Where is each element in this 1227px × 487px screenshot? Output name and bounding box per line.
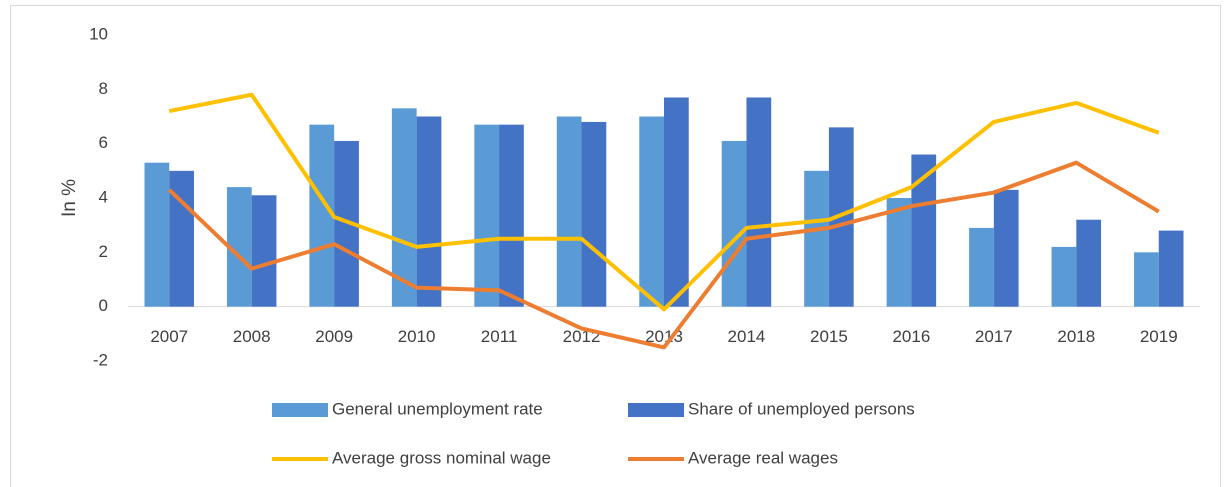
x-tick-label: 2018 xyxy=(1057,327,1095,346)
y-tick-label: 10 xyxy=(89,24,108,43)
x-tick-label: 2010 xyxy=(398,327,436,346)
x-tick-label: 2019 xyxy=(1140,327,1178,346)
bar xyxy=(746,97,772,307)
y-tick-label: 0 xyxy=(99,296,108,315)
x-tick-label: 2017 xyxy=(975,327,1013,346)
x-tick-label: 2011 xyxy=(481,327,518,346)
bar xyxy=(639,116,664,307)
bar xyxy=(993,189,1019,307)
x-tick-label: 2014 xyxy=(728,327,766,346)
bar xyxy=(1051,246,1077,307)
y-tick-label: 6 xyxy=(99,133,108,152)
bar xyxy=(474,124,500,307)
bar xyxy=(144,162,170,307)
bar xyxy=(416,116,442,307)
bar xyxy=(251,195,277,307)
x-tick-label: 2015 xyxy=(810,327,848,346)
y-tick-label: 8 xyxy=(99,79,108,98)
y-tick-label: 2 xyxy=(99,242,108,261)
legend-label: Average gross nominal wage xyxy=(332,448,551,467)
bar xyxy=(581,121,607,307)
x-tick-label: 2016 xyxy=(892,327,930,346)
bar xyxy=(664,97,689,307)
legend-label: Average real wages xyxy=(688,448,838,467)
chart-border xyxy=(10,5,1221,487)
line xyxy=(168,92,1160,312)
y-tick-label: 4 xyxy=(99,187,108,206)
y-axis-label: In % xyxy=(59,179,80,217)
x-tick-label: 2009 xyxy=(315,327,353,346)
legend-label: General unemployment rate xyxy=(332,399,543,418)
legend-swatch xyxy=(272,403,328,417)
legend-swatch xyxy=(628,403,684,417)
bar xyxy=(721,140,747,307)
bar xyxy=(804,170,829,307)
bar xyxy=(886,198,912,307)
line xyxy=(167,160,1160,350)
y-tick-label: -2 xyxy=(93,350,108,369)
legend-label: Share of unemployed persons xyxy=(688,399,915,418)
bar xyxy=(1158,230,1184,307)
bar xyxy=(969,227,994,307)
bar xyxy=(556,116,582,307)
bar xyxy=(309,124,335,307)
bar xyxy=(391,108,417,307)
bar xyxy=(1076,219,1102,307)
bar xyxy=(499,124,524,307)
x-tick-label: 2007 xyxy=(150,327,188,346)
bar xyxy=(1134,252,1159,307)
x-tick-label: 2008 xyxy=(233,327,271,346)
